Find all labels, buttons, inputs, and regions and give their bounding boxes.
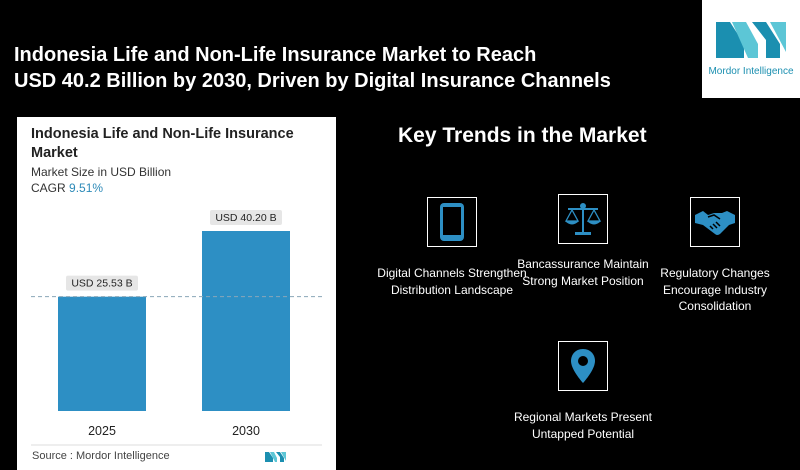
x-tick-2025: 2025 [88, 424, 116, 438]
source-label: Source : Mordor Intelligence [32, 450, 170, 462]
mordor-logo-mark-icon [716, 22, 786, 58]
chart-subtitle: Market Size in USD Billion [31, 165, 172, 179]
trend-label-digital-channels: Digital Channels Strengthen Distribution… [377, 266, 527, 297]
data-label-bg-2025 [66, 275, 138, 291]
bar-2030 [202, 231, 290, 411]
handshake-icon [690, 197, 740, 247]
data-label-2030: USD 40.20 B [215, 212, 276, 224]
scales-icon [558, 194, 608, 244]
trend-label-regional-markets: Regional Markets Present Untapped Potent… [513, 410, 653, 441]
map-pin-icon [558, 341, 608, 391]
footer-logo-icon [265, 452, 286, 462]
trends-title: Key Trends in the Market [398, 124, 647, 147]
logo-text: Mordor Intelligence [708, 66, 794, 77]
trend-label-regulatory: Regulatory Changes Encourage Industry Co… [660, 266, 770, 313]
bar-chart: USD 25.53 B 2025 USD 40.20 B 2030 [31, 210, 322, 462]
trend-label-bancassurance: Bancassurance Maintain Strong Market Pos… [517, 257, 649, 288]
bar-2025 [58, 296, 146, 411]
cagr: CAGR 9.51% [31, 181, 103, 195]
x-tick-2030: 2030 [232, 424, 260, 438]
headline: Indonesia Life and Non-Life Insurance Ma… [14, 42, 674, 94]
headline-line-1: Indonesia Life and Non-Life Insurance Ma… [14, 44, 537, 66]
smartphone-icon [427, 197, 477, 247]
data-label-2025: USD 25.53 B [71, 278, 132, 290]
cagr-label: CAGR [31, 181, 66, 195]
chart-card: Indonesia Life and Non-Life Insurance Ma… [17, 117, 336, 470]
mordor-logo: Mordor Intelligence [702, 0, 800, 98]
cagr-value: 9.51% [69, 181, 104, 195]
headline-line-2: USD 40.2 Billion by 2030, Driven by Digi… [14, 70, 611, 92]
chart-title: Indonesia Life and Non-Life Insurance Ma… [31, 126, 294, 161]
data-label-bg-2030 [210, 210, 282, 225]
